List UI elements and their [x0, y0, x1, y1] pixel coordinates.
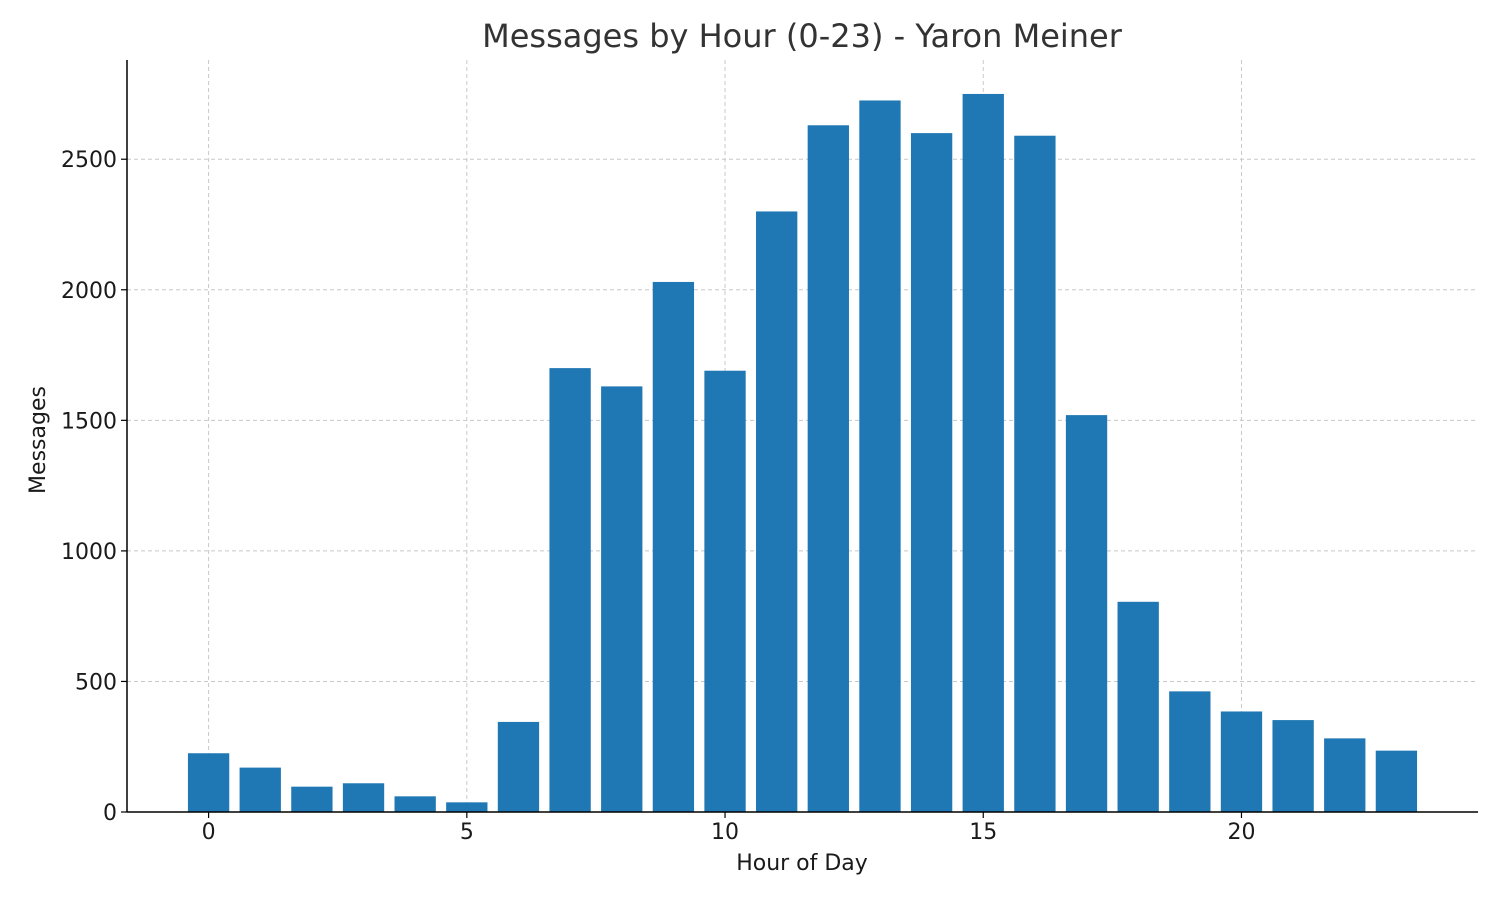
bar-hour-23: [1375, 750, 1418, 812]
bar-hour-9: [652, 281, 695, 812]
axes: [126, 60, 1478, 813]
y-axis-label: Messages: [26, 386, 51, 494]
y-tick-label: 500: [75, 670, 117, 695]
bar-hour-16: [1014, 135, 1056, 812]
bar-hour-20: [1220, 711, 1263, 812]
bar-hour-18: [1117, 601, 1159, 812]
bar-hour-12: [807, 125, 849, 813]
bar-hour-15: [962, 93, 1004, 812]
bar-hour-4: [394, 796, 436, 812]
bar-hour-14: [910, 133, 953, 813]
x-axis-label: Hour of Day: [736, 851, 868, 876]
bar-hour-22: [1324, 738, 1366, 812]
bar-hour-3: [342, 783, 385, 812]
y-tick-label: 1000: [61, 540, 117, 565]
bar-hour-1: [239, 767, 281, 812]
bar-hour-8: [601, 386, 643, 812]
y-tick-label: 1500: [61, 409, 117, 434]
y-tick-label: 0: [103, 801, 117, 826]
x-tick-label: 0: [202, 820, 216, 845]
bar-hour-13: [859, 100, 901, 812]
chart-title: Messages by Hour (0-23) - Yaron Meiner: [482, 17, 1123, 55]
bars: [187, 93, 1418, 813]
x-tick-label: 5: [460, 820, 474, 845]
x-tick-label: 10: [711, 820, 739, 845]
bar-hour-19: [1169, 691, 1211, 812]
bar-hour-0: [187, 753, 230, 812]
ticks: 0 5 10 15 20 0 500 1000 1500 2000 2500: [61, 148, 1255, 845]
x-tick-label: 15: [969, 820, 997, 845]
bar-hour-2: [291, 786, 333, 812]
bar-hour-6: [497, 721, 540, 812]
grid-lines: [127, 60, 1478, 812]
bar-hour-11: [756, 211, 798, 812]
y-tick-label: 2000: [61, 279, 117, 304]
bar-hour-5: [446, 802, 488, 812]
bar-hour-21: [1272, 720, 1314, 812]
bar-hour-10: [704, 370, 746, 812]
y-tick-label: 2500: [61, 148, 117, 173]
bar-hour-17: [1065, 415, 1108, 812]
x-tick-label: 20: [1227, 820, 1255, 845]
bar-hour-7: [549, 368, 591, 812]
